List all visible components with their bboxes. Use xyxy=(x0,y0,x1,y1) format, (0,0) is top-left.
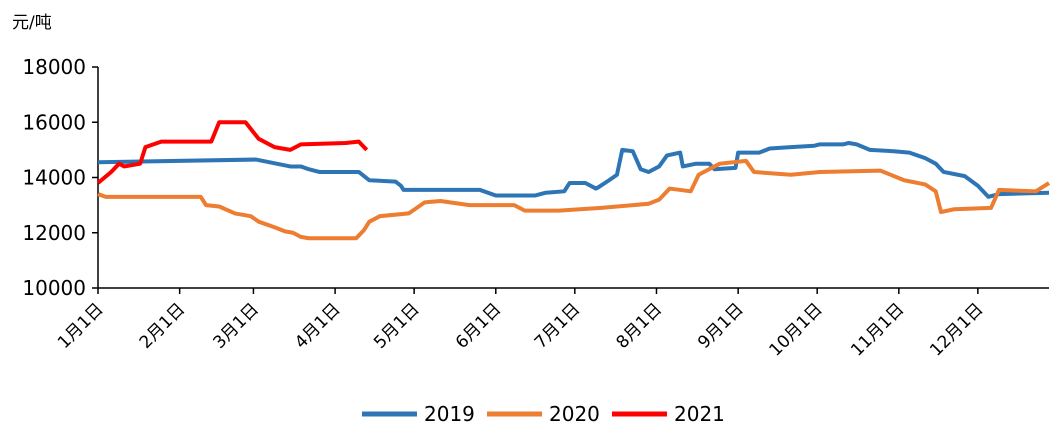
y-tick-label: 14000 xyxy=(22,166,86,190)
x-tick-label: 12月1日 xyxy=(926,299,987,360)
legend-label: 2021 xyxy=(674,402,725,426)
x-tick-label: 3月1日 xyxy=(209,299,262,352)
x-tick-label: 6月1日 xyxy=(452,299,505,352)
line-series xyxy=(97,158,1051,241)
x-tick-label: 4月1日 xyxy=(291,299,344,352)
x-tick-label: 5月1日 xyxy=(370,299,423,352)
legend-label: 2020 xyxy=(549,402,600,426)
legend-label: 2019 xyxy=(424,402,475,426)
y-tick-label: 16000 xyxy=(22,110,86,134)
y-axis-label: 元/吨 xyxy=(12,13,52,33)
x-tick-label: 10月1日 xyxy=(766,299,827,360)
y-tick-label: 10000 xyxy=(22,276,86,300)
x-tick-label: 1月1日 xyxy=(54,299,107,352)
x-tick-label: 2月1日 xyxy=(136,299,189,352)
line-series xyxy=(97,140,1050,199)
x-tick-label: 7月1日 xyxy=(531,299,584,352)
y-tick-label: 12000 xyxy=(22,221,86,245)
line-series xyxy=(96,120,369,185)
x-tick-label: 11月1日 xyxy=(847,299,908,360)
x-tick-label: 9月1日 xyxy=(694,299,747,352)
x-tick-label: 8月1日 xyxy=(613,299,666,352)
y-tick-label: 18000 xyxy=(22,55,86,79)
